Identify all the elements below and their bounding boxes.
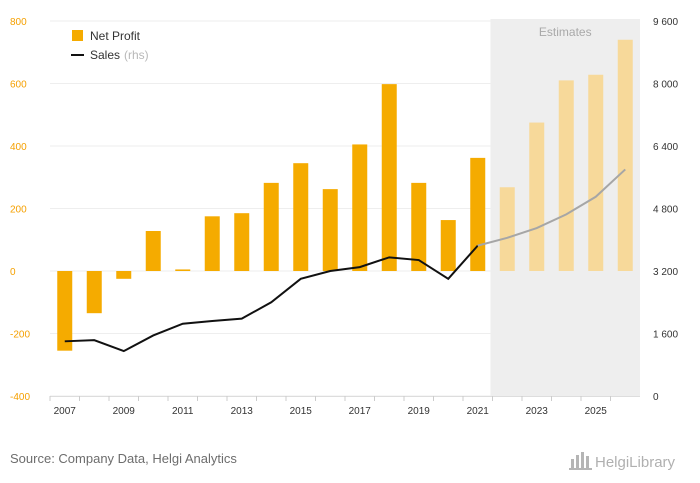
left-tick-label: 400 bbox=[10, 142, 27, 153]
net-profit-bar bbox=[529, 122, 545, 271]
right-tick-label: 1 600 bbox=[653, 330, 678, 341]
x-axis: 2007 2009 2011 2013 2015 2017 2019 2021 2023 2025 bbox=[49, 396, 640, 417]
net-profit-bar bbox=[57, 271, 73, 351]
x-tick-label: 2009 bbox=[113, 406, 136, 417]
net-profit-bar bbox=[175, 269, 191, 271]
left-tick-label: 200 bbox=[10, 205, 27, 216]
right-tick-label: 0 bbox=[653, 392, 659, 403]
brand-name: HelgiLibrary bbox=[595, 454, 676, 471]
right-tick-label: 6 400 bbox=[653, 142, 678, 153]
left-tick-label: 800 bbox=[10, 17, 27, 28]
net-profit-bar bbox=[411, 182, 427, 271]
net-profit-bar bbox=[617, 39, 633, 271]
left-tick-label: -400 bbox=[10, 392, 30, 403]
x-tick-label: 2011 bbox=[172, 406, 194, 417]
x-tick-label: 2021 bbox=[467, 406, 490, 417]
sales-line bbox=[64, 168, 626, 353]
left-axis: -400 -200 0 200 400 600 800 bbox=[10, 17, 30, 403]
net-profit-bar bbox=[116, 271, 132, 279]
net-profit-bar bbox=[470, 157, 486, 271]
net-profit-bar bbox=[352, 144, 368, 271]
x-tick-label: 2013 bbox=[231, 406, 254, 417]
net-profit-bars bbox=[57, 39, 633, 351]
net-profit-bar bbox=[499, 187, 515, 271]
net-profit-bar bbox=[322, 189, 338, 271]
right-tick-label: 9 600 bbox=[653, 17, 678, 28]
legend: Net Profit Sales (rhs) bbox=[71, 29, 149, 62]
net-profit-bar bbox=[86, 271, 102, 314]
building-icon bbox=[569, 452, 592, 470]
legend-swatch-net-profit bbox=[72, 30, 83, 41]
legend-label-sales-rhs: (rhs) bbox=[124, 48, 149, 62]
right-axis: 0 1 600 3 200 4 800 6 400 8 000 9 600 bbox=[653, 17, 678, 403]
left-tick-label: -200 bbox=[10, 330, 30, 341]
net-profit-bar bbox=[558, 80, 574, 271]
source-note: Source: Company Data, Helgi Analytics bbox=[10, 451, 237, 466]
sales-line-actual bbox=[64, 244, 479, 353]
legend-label-net-profit: Net Profit bbox=[90, 29, 141, 43]
net-profit-bar bbox=[293, 163, 309, 271]
net-profit-bar bbox=[381, 84, 397, 271]
estimates-label: Estimates bbox=[539, 25, 592, 39]
right-tick-label: 4 800 bbox=[653, 205, 678, 216]
x-tick-label: 2017 bbox=[349, 406, 372, 417]
net-profit-bar bbox=[204, 216, 220, 271]
right-tick-label: 8 000 bbox=[653, 80, 678, 91]
net-profit-bar bbox=[234, 213, 250, 271]
x-tick-label: 2023 bbox=[526, 406, 549, 417]
x-tick-label: 2015 bbox=[290, 406, 313, 417]
net-profit-bar bbox=[145, 231, 161, 271]
brand-logo: HelgiLibrary bbox=[569, 452, 676, 471]
legend-label-sales: Sales bbox=[90, 48, 120, 62]
net-profit-bar bbox=[588, 74, 604, 271]
left-tick-label: 0 bbox=[10, 267, 16, 278]
x-tick-label: 2007 bbox=[54, 406, 77, 417]
left-tick-label: 600 bbox=[10, 80, 27, 91]
net-profit-bar bbox=[440, 220, 456, 271]
right-tick-label: 3 200 bbox=[653, 267, 678, 278]
x-tick-label: 2025 bbox=[585, 406, 608, 417]
x-tick-label: 2019 bbox=[408, 406, 431, 417]
net-profit-bar bbox=[263, 182, 279, 271]
sales-line-estimate bbox=[477, 168, 626, 247]
